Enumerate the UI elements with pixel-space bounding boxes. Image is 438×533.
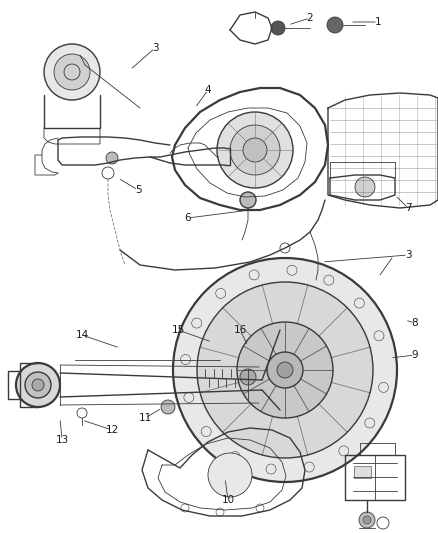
Circle shape	[271, 21, 285, 35]
Circle shape	[237, 322, 333, 418]
Circle shape	[359, 512, 375, 528]
Circle shape	[32, 379, 44, 391]
Text: 3: 3	[152, 43, 158, 53]
Circle shape	[54, 54, 90, 90]
Circle shape	[44, 44, 100, 100]
Circle shape	[327, 17, 343, 33]
FancyBboxPatch shape	[354, 466, 371, 478]
Circle shape	[243, 138, 267, 162]
Circle shape	[363, 516, 371, 524]
Circle shape	[161, 400, 175, 414]
Text: 10: 10	[222, 495, 235, 505]
Circle shape	[217, 112, 293, 188]
Circle shape	[240, 369, 256, 385]
Text: 15: 15	[171, 325, 185, 335]
Text: 5: 5	[135, 185, 141, 195]
Circle shape	[25, 372, 51, 398]
Text: 2: 2	[307, 13, 313, 23]
Text: 16: 16	[233, 325, 247, 335]
Text: 4: 4	[205, 85, 211, 95]
Text: 8: 8	[412, 318, 418, 328]
Text: 3: 3	[405, 250, 411, 260]
Circle shape	[16, 363, 60, 407]
Circle shape	[267, 352, 303, 388]
Circle shape	[106, 152, 118, 164]
Text: 6: 6	[185, 213, 191, 223]
Text: 9: 9	[412, 350, 418, 360]
Circle shape	[230, 125, 280, 175]
Circle shape	[173, 258, 397, 482]
Text: 12: 12	[106, 425, 119, 435]
Text: 7: 7	[405, 203, 411, 213]
Circle shape	[240, 192, 256, 208]
Text: 14: 14	[75, 330, 88, 340]
Circle shape	[355, 177, 375, 197]
Circle shape	[208, 453, 252, 497]
Text: 11: 11	[138, 413, 152, 423]
Text: 1: 1	[374, 17, 381, 27]
Text: 13: 13	[55, 435, 69, 445]
Circle shape	[277, 362, 293, 378]
Circle shape	[197, 282, 373, 458]
